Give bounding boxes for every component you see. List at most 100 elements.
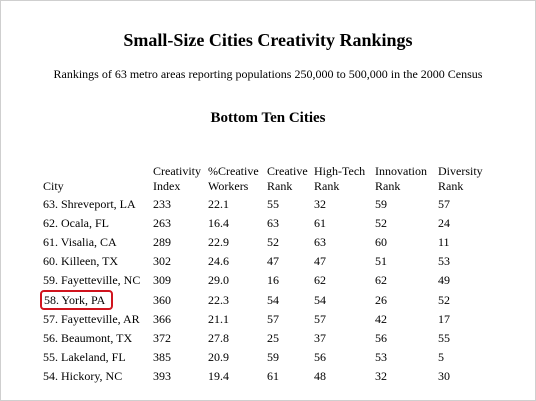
cell-creativity-index: 372 xyxy=(153,331,171,345)
header-hightech-rank: High-Tech Rank xyxy=(314,164,366,193)
table-row: 63. Shreveport, LA 233 22.1 55 32 59 57 xyxy=(41,195,498,214)
cell-hightech-rank: 48 xyxy=(314,369,326,383)
header-city: City xyxy=(43,179,64,193)
cell-creative-rank: 55 xyxy=(267,197,279,211)
cell-creative-workers: 24.6 xyxy=(208,254,229,268)
cell-innovation-rank: 53 xyxy=(375,350,387,364)
city-label: 56. Beaumont, TX xyxy=(43,331,133,345)
cell-creativity-index: 263 xyxy=(153,216,171,230)
cell-creative-workers: 16.4 xyxy=(208,216,229,230)
cell-innovation-rank: 51 xyxy=(375,254,387,268)
cell-diversity-rank: 52 xyxy=(438,292,450,307)
cell-hightech-rank: 47 xyxy=(314,254,326,268)
cell-creative-rank: 16 xyxy=(267,273,279,287)
cell-diversity-rank: 30 xyxy=(438,369,450,383)
cell-innovation-rank: 59 xyxy=(375,197,387,211)
cell-city: 58. York, PA xyxy=(40,290,153,310)
table-row: 59. Fayetteville, NC 309 29.0 16 62 62 49 xyxy=(41,271,498,290)
cell-city: 55. Lakeland, FL xyxy=(41,348,153,367)
highlighted-city-label: 58. York, PA xyxy=(40,290,114,310)
table-row: 57. Fayetteville, AR 366 21.1 57 57 42 17 xyxy=(41,310,498,329)
cell-innovation-rank: 62 xyxy=(375,273,387,287)
cell-city: 56. Beaumont, TX xyxy=(41,329,153,348)
table-row: 58. York, PA 360 22.3 54 54 26 52 xyxy=(40,290,498,310)
cell-creative-rank: 52 xyxy=(267,235,279,249)
cell-creative-rank: 25 xyxy=(267,331,279,345)
cell-hightech-rank: 62 xyxy=(314,273,326,287)
cell-creativity-index: 360 xyxy=(153,292,171,307)
table-row: 55. Lakeland, FL 385 20.9 59 56 53 5 xyxy=(41,348,498,367)
cell-creativity-index: 233 xyxy=(153,197,171,211)
cell-creative-workers: 22.1 xyxy=(208,197,229,211)
city-label: 62. Ocala, FL xyxy=(43,216,109,230)
city-label: 57. Fayetteville, AR xyxy=(43,312,140,326)
rankings-table: City Creativity Index %Creative Workers Cr… xyxy=(40,164,498,386)
cell-creativity-index: 309 xyxy=(153,273,171,287)
city-label: 59. Fayetteville, NC xyxy=(43,273,141,287)
cell-hightech-rank: 37 xyxy=(314,331,326,345)
cell-city: 62. Ocala, FL xyxy=(41,214,153,233)
table-row: 62. Ocala, FL 263 16.4 63 61 52 24 xyxy=(41,214,498,233)
cell-creativity-index: 289 xyxy=(153,235,171,249)
cell-hightech-rank: 63 xyxy=(314,235,326,249)
cell-diversity-rank: 24 xyxy=(438,216,450,230)
cell-innovation-rank: 42 xyxy=(375,312,387,326)
cell-creative-workers: 22.9 xyxy=(208,235,229,249)
city-label: 61. Visalia, CA xyxy=(43,235,117,249)
cell-diversity-rank: 55 xyxy=(438,331,450,345)
city-label: 55. Lakeland, FL xyxy=(43,350,126,364)
cell-creative-workers: 19.4 xyxy=(208,369,229,383)
cell-creativity-index: 302 xyxy=(153,254,171,268)
cell-city: 63. Shreveport, LA xyxy=(41,195,153,214)
header-row: City Creativity Index %Creative Workers Cr… xyxy=(41,164,498,195)
cell-creativity-index: 385 xyxy=(153,350,171,364)
cell-innovation-rank: 52 xyxy=(375,216,387,230)
city-label: 60. Killeen, TX xyxy=(43,254,119,268)
cell-creative-workers: 29.0 xyxy=(208,273,229,287)
cell-creative-workers: 22.3 xyxy=(208,292,229,307)
cell-creative-rank: 57 xyxy=(267,312,279,326)
table-row: 61. Visalia, CA 289 22.9 52 63 60 11 xyxy=(41,233,498,252)
cell-diversity-rank: 53 xyxy=(438,254,450,268)
cell-diversity-rank: 49 xyxy=(438,273,450,287)
cell-creative-rank: 61 xyxy=(267,369,279,383)
header-diversity-rank: Diversity Rank xyxy=(438,164,483,193)
cell-hightech-rank: 61 xyxy=(314,216,326,230)
cell-creativity-index: 366 xyxy=(153,312,171,326)
cell-creative-workers: 27.8 xyxy=(208,331,229,345)
cell-hightech-rank: 32 xyxy=(314,197,326,211)
cell-creative-workers: 21.1 xyxy=(208,312,229,326)
cell-diversity-rank: 57 xyxy=(438,197,450,211)
cell-diversity-rank: 17 xyxy=(438,312,450,326)
cell-innovation-rank: 60 xyxy=(375,235,387,249)
cell-city: 54. Hickory, NC xyxy=(41,367,153,386)
cell-creative-workers: 20.9 xyxy=(208,350,229,364)
cell-creative-rank: 63 xyxy=(267,216,279,230)
header-innovation-rank: Innovation Rank xyxy=(375,164,427,193)
cell-diversity-rank: 5 xyxy=(438,350,444,364)
cell-diversity-rank: 11 xyxy=(438,235,450,249)
cell-hightech-rank: 57 xyxy=(314,312,326,326)
cell-hightech-rank: 56 xyxy=(314,350,326,364)
table-row: 54. Hickory, NC 393 19.4 61 48 32 30 xyxy=(41,367,498,386)
cell-hightech-rank: 54 xyxy=(314,292,326,307)
cell-innovation-rank: 32 xyxy=(375,369,387,383)
city-label: 63. Shreveport, LA xyxy=(43,197,136,211)
cell-creativity-index: 393 xyxy=(153,369,171,383)
page-subtitle: Rankings of 63 metro areas reporting pop… xyxy=(53,67,483,81)
section-title: Bottom Ten Cities xyxy=(210,110,326,126)
cell-city: 57. Fayetteville, AR xyxy=(41,310,153,329)
table-row: 60. Killeen, TX 302 24.6 47 47 51 53 xyxy=(41,252,498,271)
header-creative-workers: %Creative Workers xyxy=(208,164,259,193)
table-row: 56. Beaumont, TX 372 27.8 25 37 56 55 xyxy=(41,329,498,348)
cell-city: 59. Fayetteville, NC xyxy=(41,271,153,290)
city-label: 54. Hickory, NC xyxy=(43,369,123,383)
page-title: Small-Size Cities Creativity Rankings xyxy=(123,30,413,50)
cell-innovation-rank: 26 xyxy=(375,292,387,307)
cell-city: 61. Visalia, CA xyxy=(41,233,153,252)
cell-innovation-rank: 56 xyxy=(375,331,387,345)
cell-creative-rank: 59 xyxy=(267,350,279,364)
cell-city: 60. Killeen, TX xyxy=(41,252,153,271)
table-header: City Creativity Index %Creative Workers Cr… xyxy=(41,164,498,195)
header-creative-rank: Creative Rank xyxy=(267,164,308,193)
